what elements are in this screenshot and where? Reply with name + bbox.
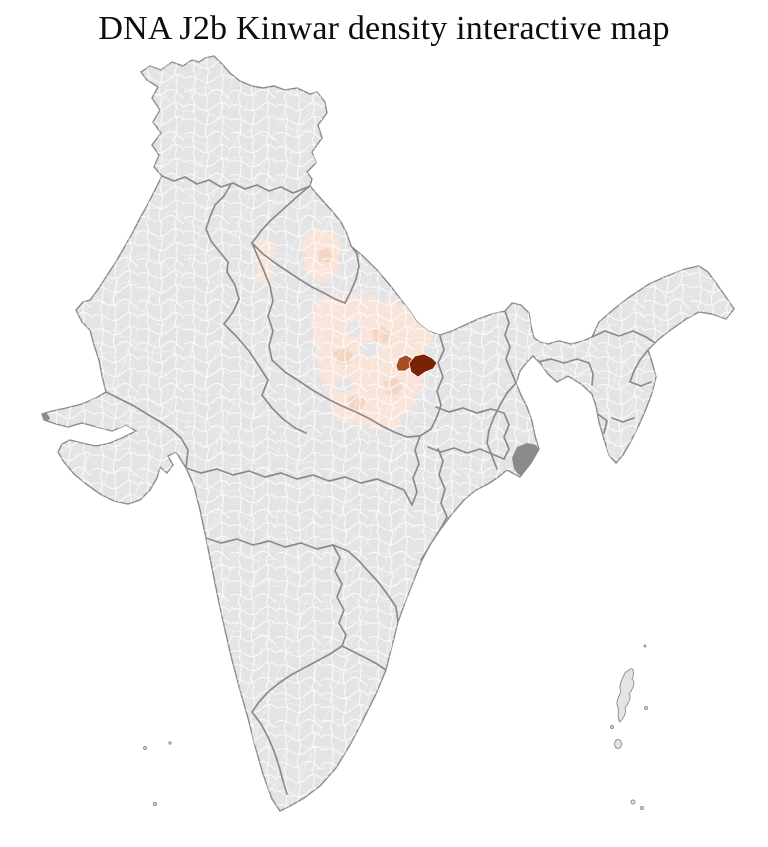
island-chain[interactable]: [610, 644, 648, 810]
district-borders-mesh-2: [42, 56, 734, 811]
island-dots[interactable]: [143, 741, 172, 806]
map-title: DNA J2b Kinwar density interactive map: [98, 10, 670, 47]
delta-shade-east-coast: [512, 443, 540, 478]
density-district-peak[interactable]: [408, 353, 438, 378]
state-borders: [105, 175, 656, 795]
marsh-shade-west-tip: [42, 412, 50, 424]
